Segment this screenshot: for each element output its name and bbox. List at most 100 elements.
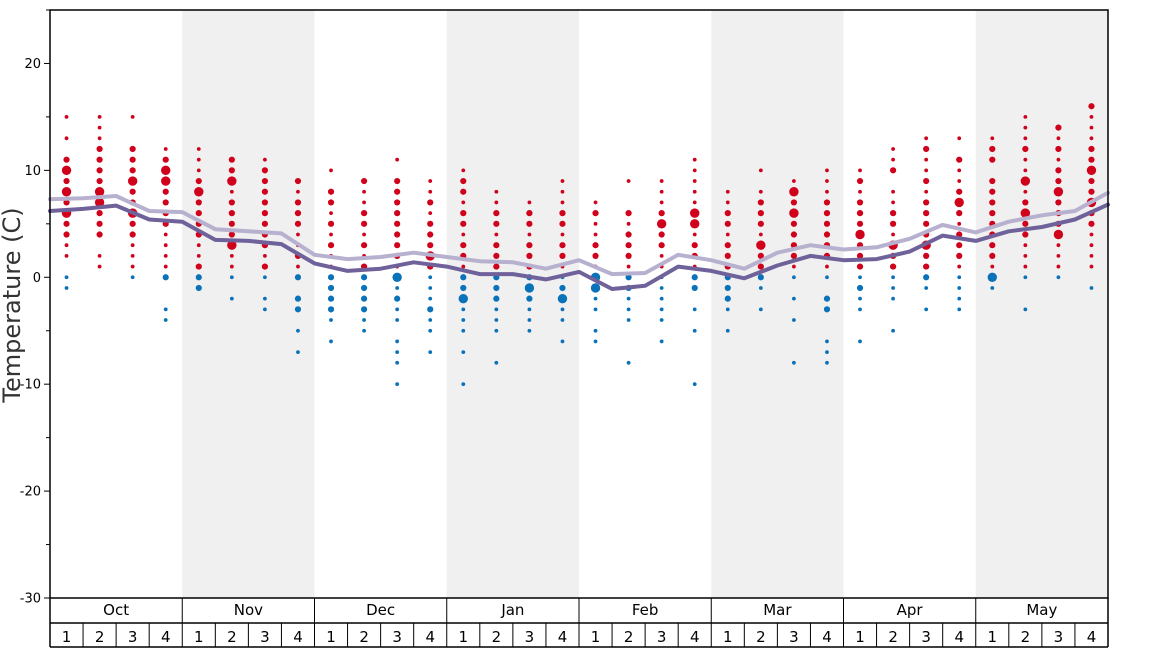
warm-dot bbox=[1056, 253, 1061, 258]
warm-dot bbox=[1023, 115, 1028, 119]
cold-dot bbox=[130, 275, 135, 280]
cold-dot bbox=[823, 306, 831, 313]
cold-dot bbox=[626, 318, 631, 322]
warm-dot bbox=[526, 242, 533, 249]
warm-dot bbox=[1089, 264, 1094, 269]
warm-dot bbox=[989, 177, 996, 185]
warm-dot bbox=[163, 243, 168, 248]
cold-dot bbox=[428, 318, 433, 322]
cold-dot bbox=[625, 274, 632, 281]
cold-dot bbox=[659, 307, 664, 312]
cold-dot bbox=[329, 318, 333, 322]
warm-dot bbox=[494, 232, 499, 237]
warm-dot bbox=[427, 220, 434, 227]
week-label: 2 bbox=[756, 628, 766, 646]
warm-dot bbox=[360, 242, 368, 249]
cold-dot bbox=[461, 382, 466, 387]
cold-dot bbox=[494, 360, 499, 365]
warm-dot bbox=[1023, 189, 1028, 194]
warm-dot bbox=[559, 210, 566, 217]
warm-dot bbox=[460, 210, 467, 217]
warm-dot bbox=[889, 167, 897, 174]
warm-dot bbox=[559, 220, 566, 227]
warm-dot bbox=[924, 157, 929, 162]
warm-dot bbox=[1023, 253, 1028, 258]
cold-dot bbox=[858, 296, 862, 301]
cold-dot bbox=[691, 274, 698, 281]
warm-dot bbox=[692, 168, 697, 173]
warm-dot bbox=[1089, 136, 1094, 141]
warm-dot bbox=[263, 157, 267, 162]
y-tick-label: -20 bbox=[20, 485, 41, 500]
cold-dot bbox=[395, 339, 400, 344]
warm-dot bbox=[856, 220, 864, 227]
warm-dot bbox=[362, 200, 366, 205]
month-label: Dec bbox=[366, 601, 395, 619]
cold-dot bbox=[659, 296, 664, 301]
cold-dot bbox=[891, 328, 895, 333]
upper-average-line bbox=[48, 190, 1110, 277]
cold-dot bbox=[327, 274, 335, 281]
warm-dot bbox=[758, 168, 763, 173]
cold-dot bbox=[626, 360, 631, 365]
cold-dot bbox=[263, 296, 267, 301]
week-label: 4 bbox=[293, 628, 303, 646]
warm-dot bbox=[823, 199, 831, 206]
warm-dot bbox=[195, 263, 202, 270]
warm-dot bbox=[756, 240, 766, 250]
cold-dot bbox=[792, 360, 796, 365]
cold-dot bbox=[559, 284, 566, 292]
warm-dot bbox=[394, 210, 401, 217]
cold-dot bbox=[294, 274, 302, 281]
week-label: 4 bbox=[558, 628, 568, 646]
warm-dot bbox=[96, 177, 103, 185]
warm-dot bbox=[161, 176, 171, 186]
cold-dot bbox=[392, 272, 402, 282]
cold-dot bbox=[527, 307, 532, 312]
week-label: 2 bbox=[492, 628, 502, 646]
cold-dot bbox=[458, 293, 468, 304]
month-label: Feb bbox=[632, 601, 659, 619]
month-label: Oct bbox=[103, 601, 129, 619]
warm-dot bbox=[329, 168, 333, 173]
cold-dot bbox=[428, 296, 433, 301]
warm-dot bbox=[1089, 243, 1094, 248]
y-tick-label: 0 bbox=[33, 271, 41, 286]
warm-dot bbox=[592, 242, 599, 249]
warm-dot bbox=[195, 199, 202, 206]
cold-dot bbox=[891, 275, 895, 280]
cold-dot bbox=[362, 318, 366, 322]
x-axis-calendar: Oct 1 2 3 4 Nov 1 2 3 4 Dec 1 2 3 4 Jan 1 2 3 4 Feb 1 2 3 4 Mar 1 2… bbox=[49, 598, 1109, 648]
warm-dot bbox=[294, 220, 302, 227]
cold-dot bbox=[858, 307, 862, 312]
warm-dot bbox=[493, 263, 500, 270]
warm-dot bbox=[63, 177, 70, 185]
week-label: 2 bbox=[1021, 628, 1031, 646]
cold-dot bbox=[593, 339, 598, 344]
cold-dot bbox=[296, 328, 300, 333]
cold-dot bbox=[590, 283, 601, 293]
warm-dot bbox=[1022, 145, 1029, 153]
warm-dot bbox=[196, 147, 201, 151]
warm-dot bbox=[923, 145, 930, 153]
warm-dot bbox=[1053, 229, 1064, 240]
warm-dot bbox=[394, 188, 401, 195]
warm-dot bbox=[789, 208, 799, 218]
cold-dot bbox=[395, 318, 400, 322]
y-tick-label: -30 bbox=[20, 592, 41, 607]
warm-dot bbox=[64, 115, 69, 119]
warm-dot bbox=[228, 220, 235, 227]
warm-dot bbox=[889, 263, 897, 270]
warm-dot bbox=[889, 220, 897, 227]
month-label: Nov bbox=[234, 601, 263, 619]
cold-dot bbox=[461, 318, 466, 322]
warm-dot bbox=[758, 232, 763, 237]
warm-dot bbox=[130, 264, 135, 269]
warm-dot bbox=[63, 220, 70, 227]
cold-dot bbox=[526, 295, 533, 302]
week-label: 2 bbox=[359, 628, 369, 646]
warm-dot bbox=[493, 252, 500, 259]
warm-dot bbox=[294, 177, 302, 185]
cold-dot bbox=[957, 286, 962, 290]
warm-dot bbox=[989, 210, 996, 217]
